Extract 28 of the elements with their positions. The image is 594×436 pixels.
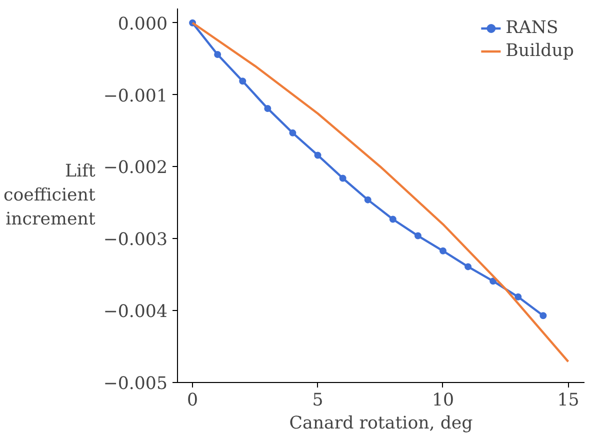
- point: [514, 293, 522, 300]
- point: [214, 51, 222, 58]
- point: [339, 174, 346, 182]
- point: [464, 263, 472, 270]
- point: [414, 232, 422, 240]
- point: [490, 278, 497, 285]
- point: [264, 104, 272, 112]
- point: [439, 247, 446, 254]
- point: [239, 78, 246, 85]
- x-tick-label: 5: [312, 390, 324, 410]
- legend-label: Buildup: [506, 41, 574, 61]
- y-tick-label: −0.004: [103, 302, 168, 322]
- x-tick-label: 0: [187, 390, 198, 410]
- y-tick-label: −0.001: [103, 86, 168, 106]
- point: [540, 312, 547, 320]
- x-tick-label: 15: [557, 390, 580, 410]
- y-tick-label: −0.005: [103, 374, 168, 394]
- legend-label: RANS: [506, 18, 558, 38]
- point: [389, 216, 396, 223]
- x-axis-title: Canard rotation, deg: [289, 414, 473, 434]
- y-axis-title: Lift coefficient increment: [4, 162, 96, 230]
- y-tick-label: −0.002: [103, 158, 168, 178]
- point: [314, 152, 322, 159]
- y-tick-label: −0.003: [103, 230, 168, 250]
- point: [364, 196, 372, 204]
- point: [289, 129, 296, 136]
- x-tick-label: 10: [432, 390, 454, 410]
- y-tick-label: 0.000: [118, 14, 168, 34]
